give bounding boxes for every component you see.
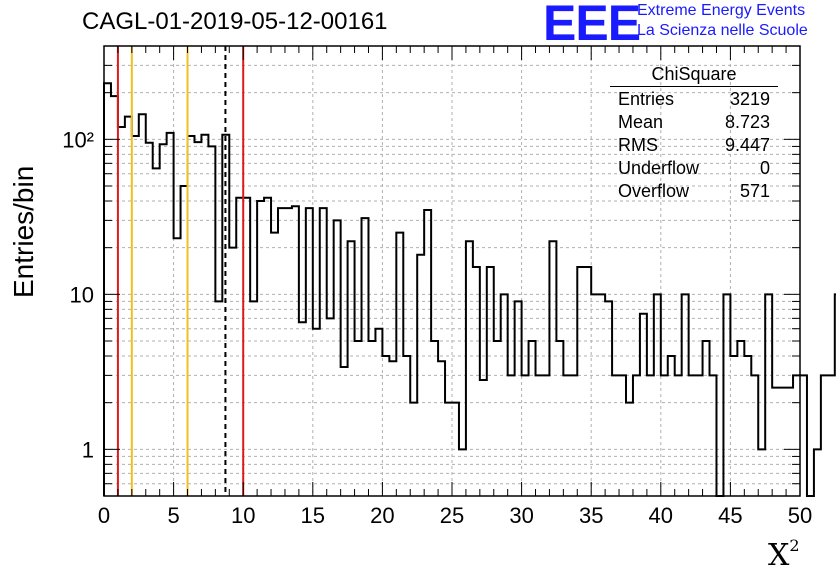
logo-line1: Extreme Energy Events bbox=[637, 2, 806, 19]
stats-label: Overflow bbox=[618, 181, 690, 201]
y-tick-label: 10² bbox=[62, 127, 94, 152]
y-tick-label: 1 bbox=[82, 437, 94, 462]
plot-title: CAGL-01-2019-05-12-00161 bbox=[82, 8, 388, 35]
stats-row-entries: Entries 3219 bbox=[610, 88, 778, 111]
stats-value: 571 bbox=[739, 181, 770, 201]
logo-line2: La Scienza nelle Scuole bbox=[637, 22, 808, 39]
stats-value: 9.447 bbox=[724, 135, 770, 155]
x-axis-label: X2 bbox=[768, 536, 800, 573]
x-axis-label-sup: 2 bbox=[789, 536, 800, 555]
histogram-series bbox=[103, 82, 836, 497]
stats-row-overflow: Overflow 571 bbox=[610, 180, 778, 203]
stats-row-underflow: Underflow 0 bbox=[610, 157, 778, 180]
x-tick-label: 15 bbox=[301, 503, 325, 528]
x-tick-label: 10 bbox=[231, 503, 255, 528]
x-axis-label-base: X bbox=[768, 538, 790, 573]
x-tick-label: 50 bbox=[788, 503, 812, 528]
logo-mark: EEE bbox=[543, 0, 641, 51]
stats-value: 0 bbox=[759, 158, 770, 178]
x-tick-label: 20 bbox=[370, 503, 394, 528]
stats-label: Entries bbox=[618, 89, 675, 109]
stats-row-mean: Mean 8.723 bbox=[610, 111, 778, 134]
x-tick-label: 0 bbox=[98, 503, 110, 528]
x-tick-label: 25 bbox=[440, 503, 464, 528]
x-tick-label: 30 bbox=[509, 503, 533, 528]
stats-label: Underflow bbox=[618, 158, 700, 178]
y-tick-label: 10 bbox=[70, 282, 94, 307]
stats-title: ChiSquare bbox=[610, 64, 778, 87]
stats-row-rms: RMS 9.447 bbox=[610, 134, 778, 157]
x-tick-label: 45 bbox=[718, 503, 742, 528]
y-axis-label: Entries/bin bbox=[8, 165, 39, 298]
stats-label: RMS bbox=[618, 135, 658, 155]
stats-label: Mean bbox=[618, 112, 664, 132]
x-tick-label: 5 bbox=[167, 503, 179, 528]
stats-box: ChiSquare Entries 3219 Mean 8.723 RMS 9.… bbox=[610, 64, 778, 203]
stats-value: 3219 bbox=[729, 89, 770, 109]
x-tick-label: 35 bbox=[579, 503, 603, 528]
stats-value: 8.723 bbox=[724, 112, 770, 132]
x-tick-label: 40 bbox=[649, 503, 673, 528]
